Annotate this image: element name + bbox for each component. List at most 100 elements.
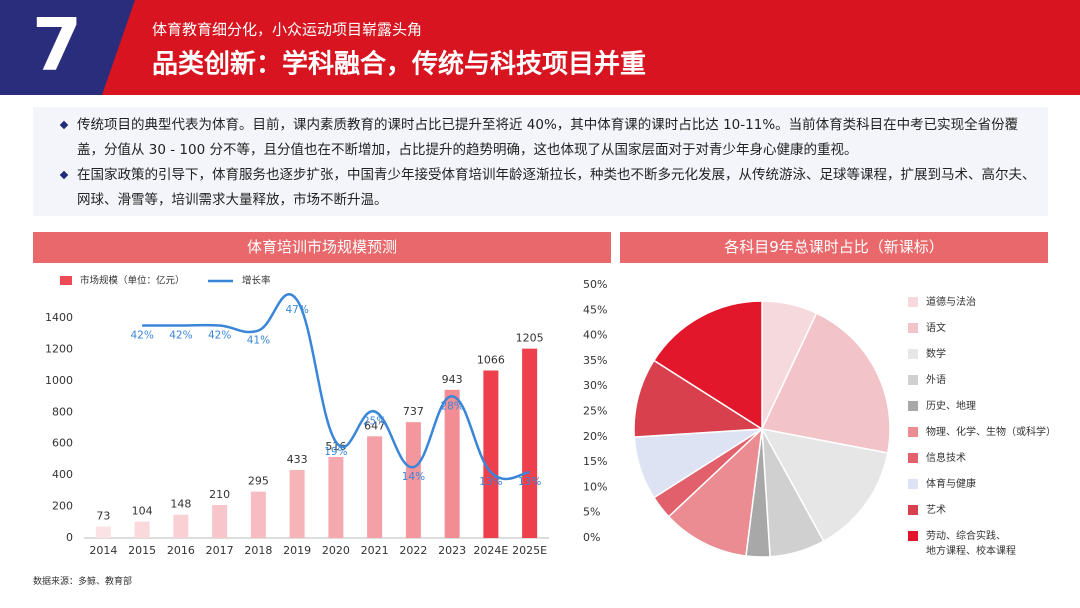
- legend-label: 语文: [926, 323, 946, 334]
- legend-swatch: [908, 401, 918, 411]
- legend-label: 道德与法治: [926, 297, 976, 308]
- legend-swatch: [908, 427, 918, 437]
- bullet-list: 传统项目的典型代表为体育。目前，课内素质教育的课时占比已提升至将近 40%，其中…: [55, 113, 1040, 213]
- line-value-label: 47%: [285, 304, 308, 316]
- y2-tick-label: 45%: [583, 303, 607, 316]
- y2-tick-label: 35%: [583, 354, 607, 367]
- legend-label: 市场规模（单位：亿元）: [80, 275, 185, 287]
- x-tick-label: 2020: [322, 544, 350, 557]
- legend-label: 外语: [926, 375, 946, 386]
- line-value-label: 13%: [518, 476, 541, 488]
- line-value-label: 14%: [402, 471, 425, 483]
- bar: [134, 521, 150, 538]
- bar: [444, 389, 460, 538]
- legend-swatch: [908, 453, 918, 463]
- bar: [483, 370, 499, 538]
- legend-label: 艺术: [926, 505, 946, 516]
- bar-value-label: 295: [248, 475, 269, 488]
- y2-tick-label: 0%: [583, 531, 600, 544]
- source-note: 数据来源：多鲸、教育部: [33, 577, 133, 587]
- bar: [405, 422, 421, 538]
- legend-swatch: [908, 375, 918, 385]
- chart-title: 体育培训市场规模预测: [33, 232, 611, 263]
- line-value-label: 13%: [479, 476, 502, 488]
- bar: [212, 505, 228, 538]
- legend-swatch: [908, 531, 918, 541]
- legend-label: 数学: [926, 349, 946, 360]
- bar: [95, 526, 111, 538]
- line-value-label: 42%: [208, 329, 231, 341]
- legend-swatch: [908, 505, 918, 515]
- pie-slice: [760, 427, 889, 543]
- line-value-label: 42%: [130, 329, 153, 341]
- bar: [173, 514, 189, 538]
- x-tick-label: 2021: [361, 544, 389, 557]
- y-tick-label: 1200: [45, 342, 73, 355]
- line-value-label: 25%: [363, 416, 386, 428]
- y2-tick-label: 25%: [583, 405, 607, 418]
- bar: [250, 491, 266, 538]
- y2-tick-label: 5%: [583, 506, 600, 519]
- bar-value-label: 516: [325, 440, 346, 453]
- pie-slice: [633, 359, 765, 438]
- legend-label: 劳动、综合实践、 地方课程、校本课程: [926, 531, 1016, 557]
- x-tick-label: 2019: [283, 544, 311, 557]
- x-tick-label: 2017: [206, 544, 234, 557]
- bar-value-label: 433: [287, 453, 308, 466]
- x-tick-label: 2022: [399, 544, 427, 557]
- title: 品类创新：学科融合，传统与科技项目并重: [152, 49, 646, 80]
- legend-label: 增长率: [242, 275, 271, 287]
- bullet: 传统项目的典型代表为体育。目前，课内素质教育的课时占比已提升至将近 40%，其中…: [55, 113, 1040, 163]
- y-tick-label: 400: [52, 468, 73, 481]
- y2-tick-label: 40%: [583, 329, 607, 342]
- section-number: 7: [32, 3, 82, 87]
- y2-tick-label: 15%: [583, 455, 607, 468]
- x-tick-label: 2023: [438, 544, 466, 557]
- pie-slice: [667, 427, 764, 557]
- y-tick-label: 1000: [45, 374, 73, 387]
- x-tick-label: 2014: [89, 544, 117, 557]
- header-band: [0, 0, 1080, 95]
- line-value-label: 41%: [247, 335, 270, 347]
- bar-value-label: 943: [442, 373, 463, 386]
- y-tick-label: 1400: [45, 311, 73, 324]
- line-value-label: 19%: [324, 446, 347, 458]
- bar: [328, 456, 344, 538]
- bullet: 在国家政策的引导下，体育服务也逐步扩张，中国青少年接受体育培训年龄逐渐拉长，种类…: [55, 163, 1040, 213]
- y2-tick-label: 20%: [583, 430, 607, 443]
- bar-value-label: 148: [170, 498, 191, 511]
- legend-swatch: [908, 479, 918, 489]
- subtitle: 体育教育细分化，小众运动项目崭露头角: [152, 21, 422, 39]
- legend-swatch: [60, 276, 72, 285]
- x-tick-label: 2018: [244, 544, 272, 557]
- y-tick-label: 600: [52, 437, 73, 450]
- x-tick-label: 2016: [167, 544, 195, 557]
- growth-line: [142, 293, 530, 481]
- legend-label: 物理、化学、生物（或科学）: [926, 427, 1056, 438]
- line-value-label: 42%: [169, 329, 192, 341]
- y-tick-label: 800: [52, 405, 73, 418]
- bar-value-label: 647: [364, 419, 385, 432]
- line-value-label: 28%: [440, 400, 463, 412]
- bar-value-label: 210: [209, 488, 230, 501]
- bar-value-label: 1205: [516, 332, 544, 345]
- y-tick-label: 200: [52, 500, 73, 513]
- legend-label: 信息技术: [926, 453, 966, 464]
- pie-slice: [760, 312, 891, 454]
- x-tick-label: 2024E: [473, 544, 508, 557]
- bar-value-label: 104: [132, 505, 153, 518]
- legend-swatch: [908, 349, 918, 359]
- legend-label: 历史、地理: [926, 401, 976, 412]
- chart-title: 各科目9年总课时占比（新课标）: [620, 232, 1048, 263]
- bar-value-label: 737: [403, 405, 424, 418]
- bar: [367, 436, 383, 538]
- legend-swatch: [908, 297, 918, 307]
- bar: [289, 469, 305, 538]
- legend-label: 体育与健康: [926, 479, 976, 490]
- header-number-block: [0, 0, 135, 95]
- y-tick-label: 0: [66, 531, 73, 544]
- bar-value-label: 73: [96, 510, 110, 523]
- y2-tick-label: 30%: [583, 379, 607, 392]
